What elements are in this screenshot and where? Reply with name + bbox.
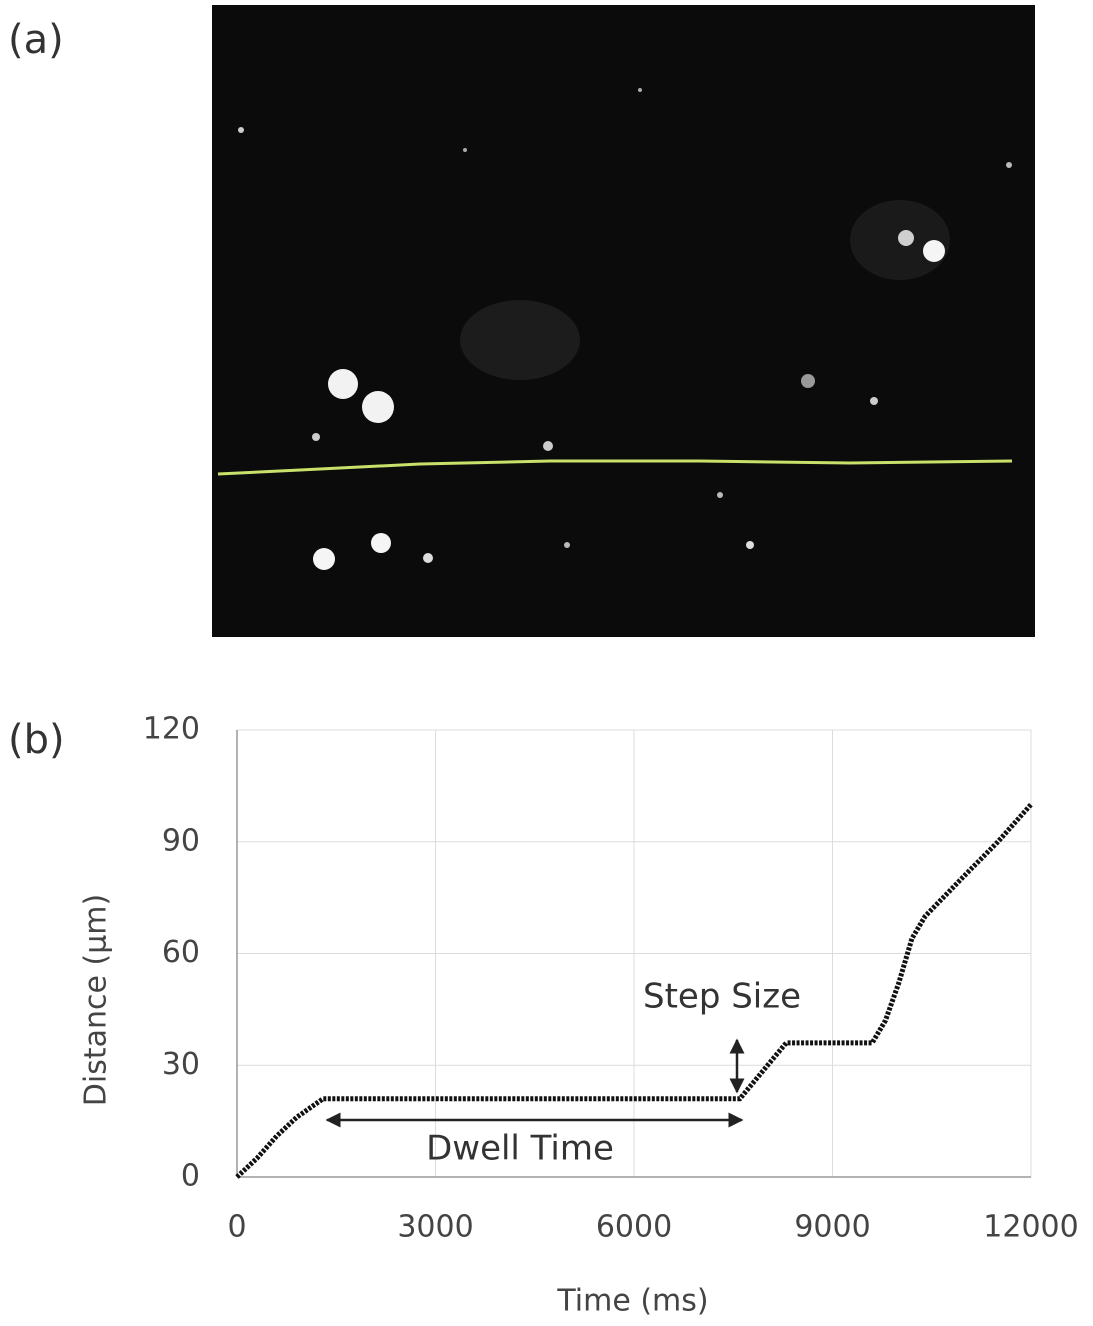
particle — [923, 240, 945, 262]
chart: 0 30 60 90 120 0 3000 6000 9000 12000 Time (ms) Dis… — [79, 712, 1079, 1319]
particle — [423, 553, 433, 563]
y-tick-label: 30 — [162, 1047, 200, 1082]
particle — [543, 441, 553, 451]
particle — [362, 391, 394, 423]
particle — [238, 127, 244, 133]
x-tick-label: 9000 — [794, 1210, 870, 1245]
annotation: Step Size — [643, 977, 801, 1017]
particle — [638, 88, 642, 92]
particle — [463, 148, 467, 152]
y-axis-title: Distance (µm) — [79, 894, 114, 1106]
track-line — [217, 459, 1013, 476]
particle — [717, 492, 723, 498]
particle — [898, 230, 914, 246]
particle — [371, 533, 391, 553]
micrograph — [212, 5, 1035, 637]
x-tick-label: 3000 — [397, 1210, 473, 1245]
y-tick-label: 90 — [162, 823, 200, 858]
data-line — [235, 802, 1033, 1179]
particle — [328, 369, 358, 399]
particle — [870, 397, 878, 405]
particle — [313, 548, 335, 570]
x-tick-label: 6000 — [596, 1210, 672, 1245]
panel-label: (a) — [8, 17, 64, 63]
particle — [801, 374, 815, 388]
panel-label: (b) — [8, 717, 65, 763]
y-tick-label: 60 — [162, 935, 200, 970]
image-background — [212, 5, 1035, 637]
x-tick-label: 0 — [227, 1210, 246, 1245]
x-tick-label: 12000 — [983, 1210, 1078, 1245]
y-tick-label: 0 — [181, 1159, 200, 1194]
particle — [312, 433, 320, 441]
y-tick-label: 120 — [143, 712, 200, 747]
x-axis-title: Time (ms) — [556, 1284, 708, 1319]
particle — [564, 542, 570, 548]
particle — [746, 541, 754, 549]
particle — [1006, 162, 1012, 168]
annotation: Dwell Time — [426, 1129, 614, 1169]
haze — [460, 300, 580, 380]
